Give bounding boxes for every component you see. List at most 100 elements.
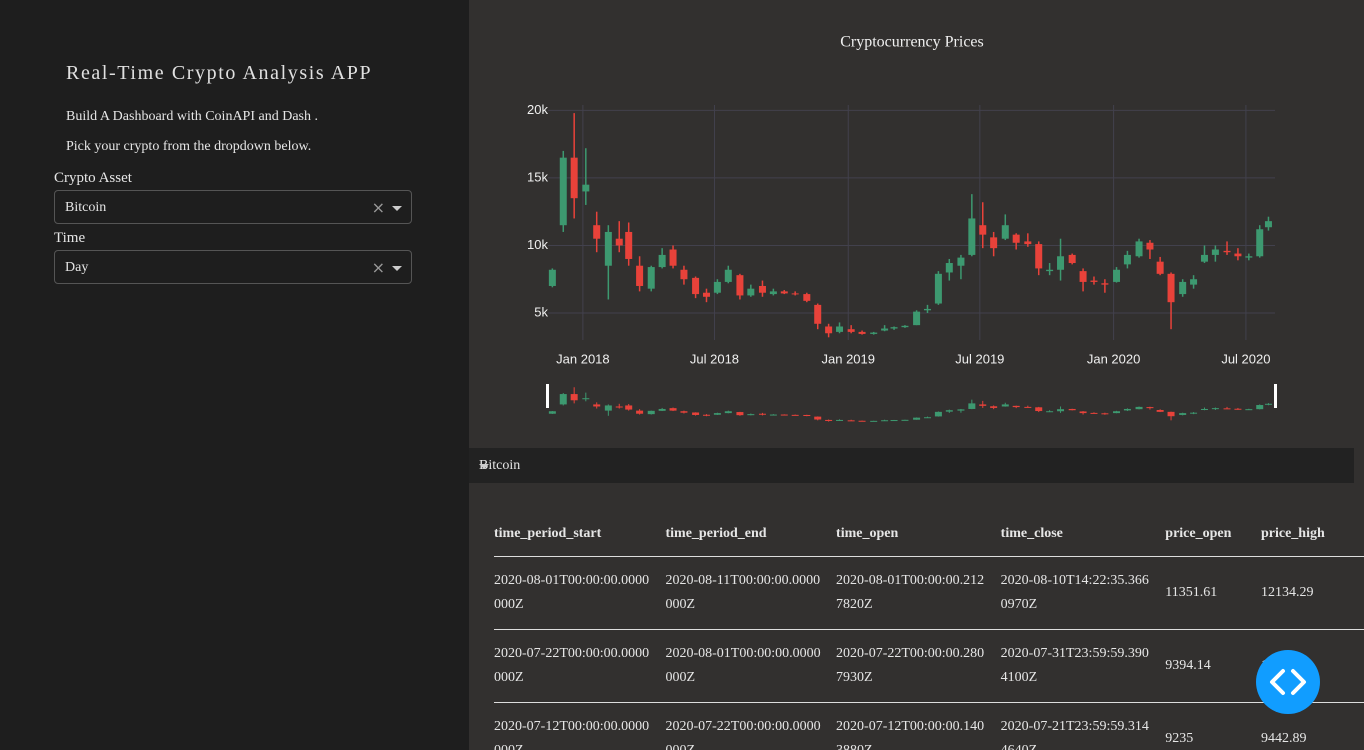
slider-body — [1024, 406, 1032, 408]
slider-body — [957, 409, 965, 411]
candle-body — [923, 308, 931, 311]
candle-body — [934, 273, 942, 304]
caret — [392, 266, 402, 271]
code-button[interactable] — [1256, 650, 1320, 714]
slider-body — [1079, 411, 1087, 414]
candle-body — [1046, 269, 1054, 272]
table-cell: 2020-07-12T00:00:00.0000000Z — [494, 702, 666, 750]
slider-body — [758, 413, 766, 415]
slider-body — [702, 414, 710, 416]
candle-body — [669, 249, 677, 266]
time-value: Day — [65, 260, 89, 275]
table-cell: 2020-07-31T23:59:59.3904100Z — [1000, 629, 1166, 703]
x-tick-label: Jan 2020 — [1087, 351, 1141, 366]
table-cell: 2020-07-12T00:00:00.1403880Z — [836, 702, 1001, 750]
table-cell: 2020-08-11T00:00:00.0000000Z — [665, 556, 837, 630]
slider-body — [1113, 411, 1121, 414]
slider-body — [968, 403, 976, 409]
asset-label: Crypto Asset — [54, 170, 132, 186]
slider-body — [825, 419, 833, 421]
table-row: 2020-07-12T00:00:00.0000000Z2020-07-22T0… — [494, 702, 1364, 750]
candle-body — [593, 225, 601, 239]
table-dropdown-value: Bitcoin — [479, 458, 521, 473]
table-body: 2020-08-01T00:00:00.0000000Z 2020-08-11T0… — [494, 556, 1364, 750]
column-header: time_period_start — [494, 512, 666, 557]
slider-body — [870, 420, 878, 422]
table-dropdown[interactable]: Bitcoin — [469, 448, 1354, 483]
column-header: time_open — [836, 512, 1001, 557]
candle-body — [825, 326, 833, 334]
candle-body — [702, 292, 710, 297]
candle-body — [1035, 244, 1043, 269]
clear-icon[interactable]: × — [371, 198, 385, 217]
candle-body — [548, 269, 556, 286]
slider-body — [570, 394, 578, 401]
candle-body — [615, 238, 623, 246]
candle-body — [1179, 281, 1187, 295]
candle-body — [636, 265, 644, 286]
slider-body — [736, 412, 744, 416]
candle-body — [913, 311, 921, 326]
candle-body — [1167, 273, 1175, 303]
slider-body — [945, 410, 953, 412]
candle-body — [1200, 254, 1208, 262]
table-cell: 2020-07-21T23:59:59.3144640Z — [1000, 702, 1166, 750]
slider-body — [559, 394, 567, 405]
slider-body — [647, 410, 655, 415]
candle-body — [1057, 256, 1065, 270]
candle-body — [1234, 253, 1242, 257]
candle-body — [945, 263, 953, 273]
candle-body — [1223, 250, 1231, 253]
candle-body — [979, 225, 987, 235]
slider-body — [680, 411, 688, 413]
y-tick-label: 20k — [527, 102, 548, 117]
slider-body — [913, 417, 921, 420]
candle-body — [858, 331, 866, 334]
asset-dropdown[interactable]: Bitcoin × — [54, 190, 412, 224]
table-cell: 9235 — [1165, 702, 1261, 750]
slider-body — [934, 411, 942, 417]
table-cell: 2020-08-01T00:00:00.2127820Z — [836, 556, 1001, 630]
column-header: time_period_end — [665, 512, 837, 557]
candle-body — [1123, 254, 1131, 265]
candle-body — [724, 269, 732, 282]
slider-body — [1190, 412, 1198, 414]
slider-body — [1179, 413, 1187, 415]
time-dropdown[interactable]: Day × — [54, 250, 412, 284]
slider-body — [791, 414, 799, 416]
column-header: price_high — [1260, 512, 1364, 557]
slider-body — [1167, 411, 1175, 417]
chart-title: Cryptocurrency Prices — [840, 34, 984, 51]
slider-body — [669, 408, 677, 411]
table-cell: 2020-08-01T00:00:00.0000000Z — [494, 556, 666, 630]
clear-icon[interactable]: × — [371, 258, 385, 277]
slider-body — [1068, 408, 1076, 411]
candle-body — [582, 184, 590, 192]
slider-body — [593, 404, 601, 407]
slider-body — [582, 398, 590, 400]
slider-body — [780, 414, 788, 416]
table-cell: 11351.61 — [1165, 556, 1261, 630]
slider-body — [1090, 412, 1098, 414]
candle-body — [1190, 279, 1198, 285]
candle-body — [1135, 241, 1143, 257]
slider-body — [769, 414, 777, 416]
sidebar: Real-Time Crypto Analysis APP Build A Da… — [0, 0, 469, 750]
slider-body — [747, 414, 755, 416]
slider-body — [847, 420, 855, 422]
asset-value: Bitcoin — [65, 200, 107, 215]
candle-body — [692, 277, 700, 295]
candle-body — [957, 257, 965, 266]
candle-body — [990, 237, 998, 249]
slider-handle — [546, 384, 549, 408]
slider-body — [1035, 407, 1043, 412]
slider-body — [803, 414, 811, 416]
slider-body — [923, 417, 931, 419]
slider-body — [1146, 407, 1154, 409]
x-tick-label: Jan 2019 — [822, 351, 876, 366]
slider-body — [604, 405, 612, 411]
slider-body — [636, 410, 644, 414]
table-cell: 12134.29 — [1260, 556, 1364, 630]
slider-body — [979, 404, 987, 406]
slider-body — [1234, 408, 1242, 410]
